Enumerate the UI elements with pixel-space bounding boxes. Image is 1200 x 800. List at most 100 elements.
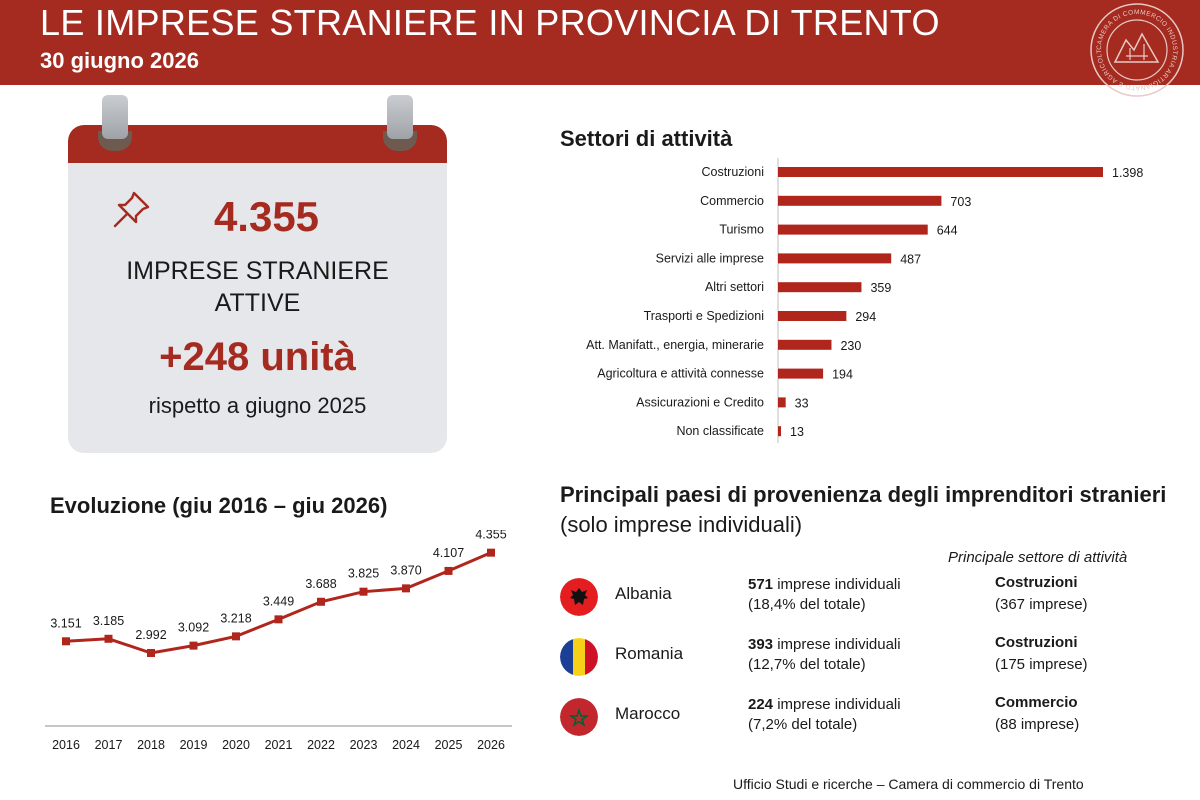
calendar-body: 4.355 IMPRESE STRANIERE ATTIVE +248 unit… <box>68 125 447 453</box>
sectors-bar-chart: Costruzioni 1.398 Commercio 703 Turismo 644 Se… <box>586 158 1143 443</box>
evolution-point <box>317 597 325 606</box>
evolution-point <box>232 632 240 641</box>
sector-value-label: 230 <box>840 339 861 353</box>
sector-value-label: 487 <box>900 252 921 266</box>
evolution-year-tick: 2020 <box>222 738 250 752</box>
sector-category-label: Commercio <box>700 194 764 208</box>
sector-bar <box>778 426 782 437</box>
sector-value-label: 703 <box>950 195 971 209</box>
sector-category-label: Agricoltura e attività connesse <box>597 367 764 381</box>
evolution-point <box>402 584 410 593</box>
main-sector-header: Principale settore di attività <box>948 549 1128 566</box>
evolution-point <box>359 587 368 596</box>
sector-value-label: 13 <box>790 425 804 439</box>
evolution-value-label: 4.355 <box>475 530 506 542</box>
sector-value-label: 194 <box>832 368 853 382</box>
evolution-value-label: 4.107 <box>433 546 464 560</box>
sectors-title: Settori di attività <box>560 126 733 151</box>
chamber-of-commerce-logo: CAMERA DI COMMERCIO INDUSTRIA ARTIGIANAT… <box>1082 0 1184 97</box>
country-main-sector: Costruzioni <box>995 634 1078 651</box>
sector-bar <box>778 195 942 206</box>
evolution-value-label: 3.185 <box>93 614 124 628</box>
evolution-value-label: 3.151 <box>50 616 81 630</box>
evolution-year-tick: 2023 <box>350 738 378 752</box>
sector-value-label: 1.398 <box>1112 166 1143 180</box>
count-label: imprese individuali <box>773 636 901 653</box>
total-card: 4.355 IMPRESE STRANIERE ATTIVE +248 unit… <box>68 95 447 453</box>
country-row-morocco: Marocco 224 imprese individuali (7,2% de… <box>560 694 1180 746</box>
country-row-albania: Albania 571 imprese individuali (18,4% d… <box>560 574 1180 626</box>
morocco-flag-icon <box>560 698 598 736</box>
sector-bar <box>778 397 786 408</box>
count-value: 393 <box>748 636 774 653</box>
country-count: 393 imprese individuali <box>748 636 901 653</box>
evolution-point <box>104 634 113 643</box>
sector-value-label: 294 <box>855 310 876 324</box>
evolution-point <box>62 637 70 646</box>
count-value: 224 <box>748 696 774 713</box>
evolution-year-tick: 2017 <box>95 738 123 752</box>
sector-category-label: Servizi alle imprese <box>656 251 764 265</box>
calendar-ring-right <box>387 95 413 139</box>
evolution-point <box>444 566 453 575</box>
calendar-ring-left <box>102 95 128 139</box>
country-name: Albania <box>615 584 672 603</box>
country-name: Romania <box>615 644 684 663</box>
country-name: Marocco <box>615 704 681 723</box>
pushpin-icon <box>113 191 150 228</box>
sector-value-label: 644 <box>937 224 958 238</box>
country-count: 571 imprese individuali <box>748 576 901 593</box>
country-count: 224 imprese individuali <box>748 696 901 713</box>
delta-note: rispetto a giugno 2025 <box>148 393 367 418</box>
sector-bar <box>778 282 862 293</box>
header-banner: LE IMPRESE STRANIERE IN PROVINCIA DI TRE… <box>0 0 1200 97</box>
sector-bar <box>778 311 847 321</box>
sector-category-label: Costruzioni <box>701 165 764 179</box>
evolution-value-label: 3.218 <box>220 611 251 625</box>
evolution-title: Evoluzione (giu 2016 – giu 2026) <box>50 493 388 518</box>
romania-flag-icon <box>560 638 598 676</box>
evolution-year-tick: 2019 <box>180 738 208 752</box>
sector-category-label: Altri settori <box>705 280 764 294</box>
countries-title-rest: (solo imprese individuali) <box>560 512 803 537</box>
country-share: (18,4% del totale) <box>748 596 866 613</box>
sector-bar <box>778 253 892 264</box>
evolution-year-tick: 2025 <box>435 738 463 752</box>
evolution-year-tick: 2016 <box>52 738 80 752</box>
page-date: 30 giugno 2026 <box>40 48 199 73</box>
count-label: imprese individuali <box>773 696 901 713</box>
evolution-point <box>147 648 155 657</box>
evolution-value-label: 3.870 <box>390 563 421 577</box>
count-value: 571 <box>748 576 774 593</box>
evolution-value-label: 3.092 <box>178 621 209 635</box>
evolution-point <box>487 548 495 557</box>
sector-category-label: Turismo <box>719 223 764 237</box>
evolution-line-chart: 3.151 2016 3.185 2017 2.992 2018 3.092 2019 3.21… <box>45 530 512 752</box>
sector-value-label: 359 <box>870 281 891 295</box>
country-share: (7,2% del totale) <box>748 716 858 733</box>
total-count: 4.355 <box>213 193 320 240</box>
albania-flag-icon <box>560 578 598 616</box>
sector-category-label: Assicurazioni e Credito <box>636 395 764 409</box>
evolution-year-tick: 2018 <box>137 738 165 752</box>
country-share: (12,7% del totale) <box>748 656 866 673</box>
country-sector-count: (175 imprese) <box>995 656 1088 673</box>
sector-category-label: Non classificate <box>676 424 764 438</box>
evolution-year-tick: 2022 <box>307 738 335 752</box>
evolution-value-label: 3.825 <box>348 567 379 581</box>
country-row-romania: Romania 393 imprese individuali (12,7% d… <box>560 634 1180 686</box>
footer-credit: Ufficio Studi e ricerche – Camera di com… <box>733 776 1084 792</box>
sector-category-label: Att. Manifatt., energia, minerarie <box>586 338 764 352</box>
sector-bar <box>778 339 832 350</box>
countries-title: Principali paesi di provenienza degli im… <box>560 480 1180 540</box>
total-label-line1: IMPRESE STRANIERE <box>126 257 389 285</box>
total-label-line2: ATTIVE <box>214 289 301 317</box>
yearly-delta: +248 unità <box>159 335 356 379</box>
count-label: imprese individuali <box>773 576 901 593</box>
sector-value-label: 33 <box>795 396 809 410</box>
country-sector-count: (367 imprese) <box>995 596 1088 613</box>
country-sector-count: (88 imprese) <box>995 716 1080 733</box>
evolution-point <box>274 615 283 624</box>
evolution-year-tick: 2024 <box>392 738 420 752</box>
evolution-year-tick: 2021 <box>265 738 293 752</box>
